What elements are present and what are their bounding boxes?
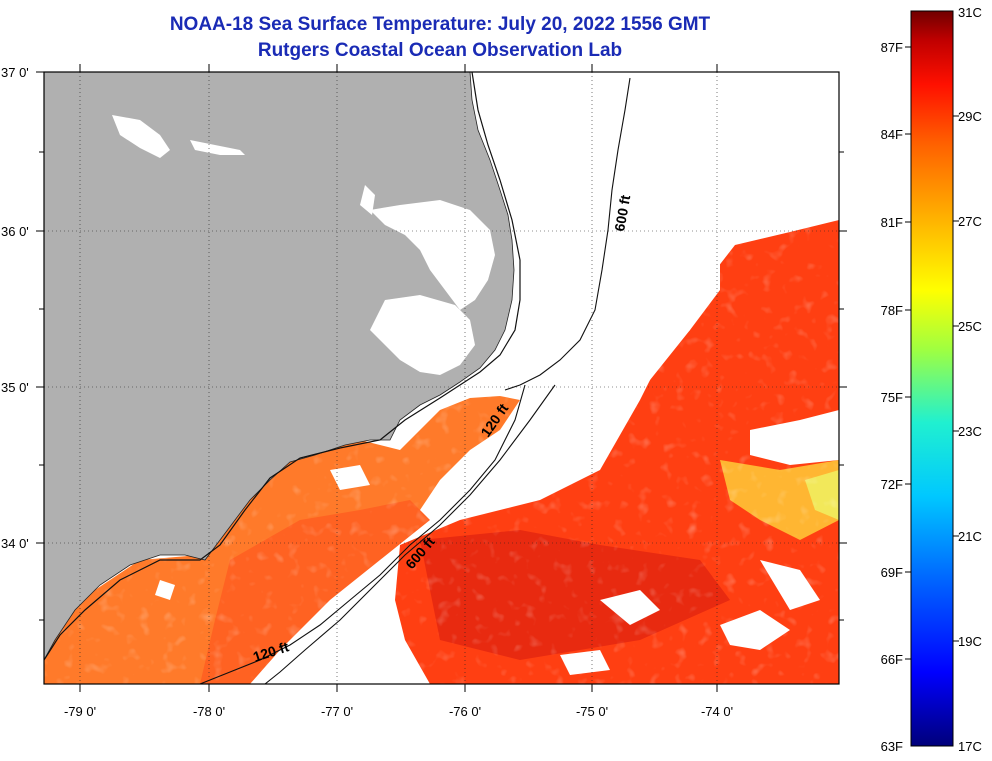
lon-label-79: -79 0' xyxy=(64,704,96,719)
lat-label-34: 34 0' xyxy=(1,536,29,551)
lon-label-76: -76 0' xyxy=(449,704,481,719)
colorbar-label-19c: 19C xyxy=(958,634,982,649)
colorbar-label-25c: 25C xyxy=(958,319,982,334)
colorbar-label-31c: 31C xyxy=(958,5,982,20)
colorbar-label-84f: 84F xyxy=(881,127,903,142)
lon-label-74: -74 0' xyxy=(701,704,733,719)
contour-label-600ft-north: 600 ft xyxy=(611,193,633,232)
frame-ticks xyxy=(36,64,847,692)
lat-label-37: 37 0' xyxy=(1,65,29,80)
colorbar-label-17c: 17C xyxy=(958,739,982,754)
isobath-120ft-line xyxy=(199,384,526,684)
colorbar-label-66f: 66F xyxy=(881,652,903,667)
colorbar-label-87f: 87F xyxy=(881,40,903,55)
lon-label-75: -75 0' xyxy=(576,704,608,719)
lon-label-77: -77 0' xyxy=(321,704,353,719)
colorbar-label-23c: 23C xyxy=(958,424,982,439)
lat-label-36: 36 0' xyxy=(1,224,29,239)
lat-label-35: 35 0' xyxy=(1,380,29,395)
colorbar-label-75f: 75F xyxy=(881,390,903,405)
coastline-detail xyxy=(44,72,521,661)
isobath-600ft-line-south xyxy=(264,384,556,684)
map-subtitle: Rutgers Coastal Ocean Observation Lab xyxy=(257,40,623,61)
map-frame xyxy=(43,71,840,685)
colorbar-label-29c: 29C xyxy=(958,109,982,124)
colorbar-label-21c: 21C xyxy=(958,529,982,544)
colorbar-ticks xyxy=(905,46,959,660)
isobath-600ft-line xyxy=(504,77,631,391)
colorbar-label-81f: 81F xyxy=(881,215,903,230)
colorbar xyxy=(910,10,954,747)
sounds xyxy=(112,115,495,375)
colorbar-label-27c: 27C xyxy=(958,214,982,229)
graticule xyxy=(44,72,839,684)
map-title: NOAA-18 Sea Surface Temperature: July 20… xyxy=(169,14,711,35)
colorbar-label-72f: 72F xyxy=(881,477,903,492)
colorbar-label-69f: 69F xyxy=(881,565,903,580)
lon-label-78: -78 0' xyxy=(193,704,225,719)
colorbar-label-78f: 78F xyxy=(881,303,903,318)
colorbar-label-63f: 63F xyxy=(881,739,903,754)
